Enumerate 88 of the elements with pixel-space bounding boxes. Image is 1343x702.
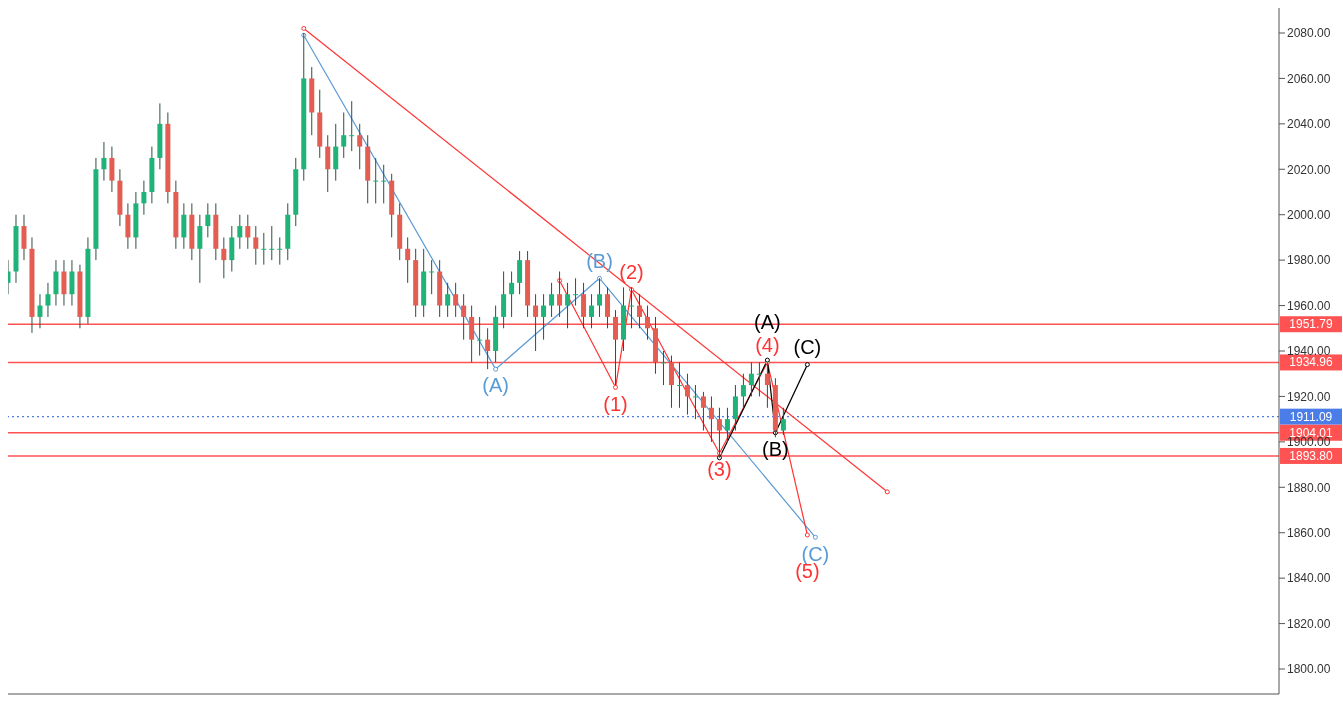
candlestick — [221, 236, 227, 279]
candlestick — [629, 286, 635, 329]
candlestick — [381, 164, 387, 204]
candlestick — [261, 232, 267, 266]
candlestick — [453, 282, 459, 318]
y-tick-label: 2060.00 — [1287, 71, 1331, 86]
candlestick — [477, 316, 483, 357]
candlestick — [277, 236, 283, 266]
candlestick — [756, 361, 762, 397]
ref-line-label: 1911.09 — [1289, 409, 1333, 424]
candlestick — [692, 384, 698, 420]
ref-line-label: 1951.79 — [1289, 317, 1334, 332]
y-tick-label: 2020.00 — [1287, 162, 1331, 177]
annotation: (A) — [482, 374, 509, 397]
candlestick — [700, 391, 706, 431]
candlestick — [341, 111, 347, 159]
y-tick-label: 2000.00 — [1287, 207, 1331, 222]
candlestick — [101, 141, 107, 182]
candlestick — [69, 259, 75, 307]
y-tick-label: 1860.00 — [1287, 525, 1331, 540]
candlestick — [181, 202, 187, 250]
candlestick — [581, 282, 587, 329]
candlestick — [684, 373, 690, 416]
y-tick-label: 1920.00 — [1287, 389, 1331, 404]
candlestick — [724, 407, 730, 443]
candlestick — [740, 373, 746, 409]
candlestick — [45, 282, 51, 318]
candlestick — [61, 259, 67, 307]
candlestick — [573, 277, 579, 307]
candlestick — [469, 305, 475, 363]
candlestick — [780, 407, 786, 436]
candlestick — [732, 384, 738, 431]
candlestick — [37, 293, 43, 329]
annotation: (3) — [707, 458, 732, 481]
candlestick — [660, 350, 666, 386]
candlestick — [645, 305, 650, 341]
candlestick — [253, 225, 259, 266]
y-tick-label: 1800.00 — [1287, 662, 1331, 677]
candlestick — [676, 361, 682, 409]
candlestick — [549, 282, 555, 318]
candlestick — [325, 134, 331, 193]
candlestick — [197, 214, 203, 284]
candlestick — [405, 236, 411, 284]
candlestick — [708, 395, 714, 443]
candlestick — [748, 361, 754, 397]
candlestick — [333, 123, 339, 182]
candlestick — [245, 214, 251, 250]
ref-line-label: 1934.96 — [1289, 355, 1334, 370]
y-tick-label: 1820.00 — [1287, 616, 1331, 631]
y-tick-label: 2040.00 — [1287, 117, 1331, 132]
y-tick-label: 1960.00 — [1287, 298, 1331, 313]
candlestick — [349, 100, 355, 152]
y-tick-label: 1840.00 — [1287, 571, 1331, 586]
annotation: (1) — [603, 392, 628, 415]
ref-line-label: 1893.80 — [1289, 448, 1334, 463]
y-tick-label: 1880.00 — [1287, 480, 1331, 495]
candlestick — [429, 259, 435, 295]
candlestick — [141, 180, 147, 216]
candlestick — [509, 271, 515, 318]
candlestick — [485, 327, 491, 370]
candlestick — [21, 214, 27, 261]
candlestick — [205, 202, 211, 238]
candlestick — [357, 123, 363, 170]
candlestick — [461, 293, 467, 341]
candlestick — [125, 202, 131, 250]
candlestick — [597, 277, 603, 318]
candlestick — [589, 293, 595, 329]
candlestick — [269, 225, 275, 261]
candlestick — [517, 250, 523, 295]
candlestick — [533, 293, 539, 352]
annotation: (2) — [619, 260, 644, 283]
candlestick — [501, 271, 507, 329]
candlestick — [229, 225, 235, 272]
candlestick — [541, 293, 547, 341]
annotation: (C) — [793, 335, 822, 358]
annotation: (4) — [755, 333, 780, 356]
candlestick — [373, 157, 379, 204]
candlestick — [605, 286, 611, 329]
candlestick — [637, 293, 642, 329]
candlestick — [53, 259, 59, 307]
y-tick-label: 1980.00 — [1287, 253, 1331, 268]
candlestick — [565, 282, 571, 329]
annotation: (B) — [762, 438, 789, 461]
candlestick — [445, 282, 451, 318]
candlestick — [668, 355, 674, 409]
y-tick-label: 2080.00 — [1287, 26, 1331, 41]
candlestick — [237, 214, 243, 250]
candlestick — [109, 146, 115, 193]
